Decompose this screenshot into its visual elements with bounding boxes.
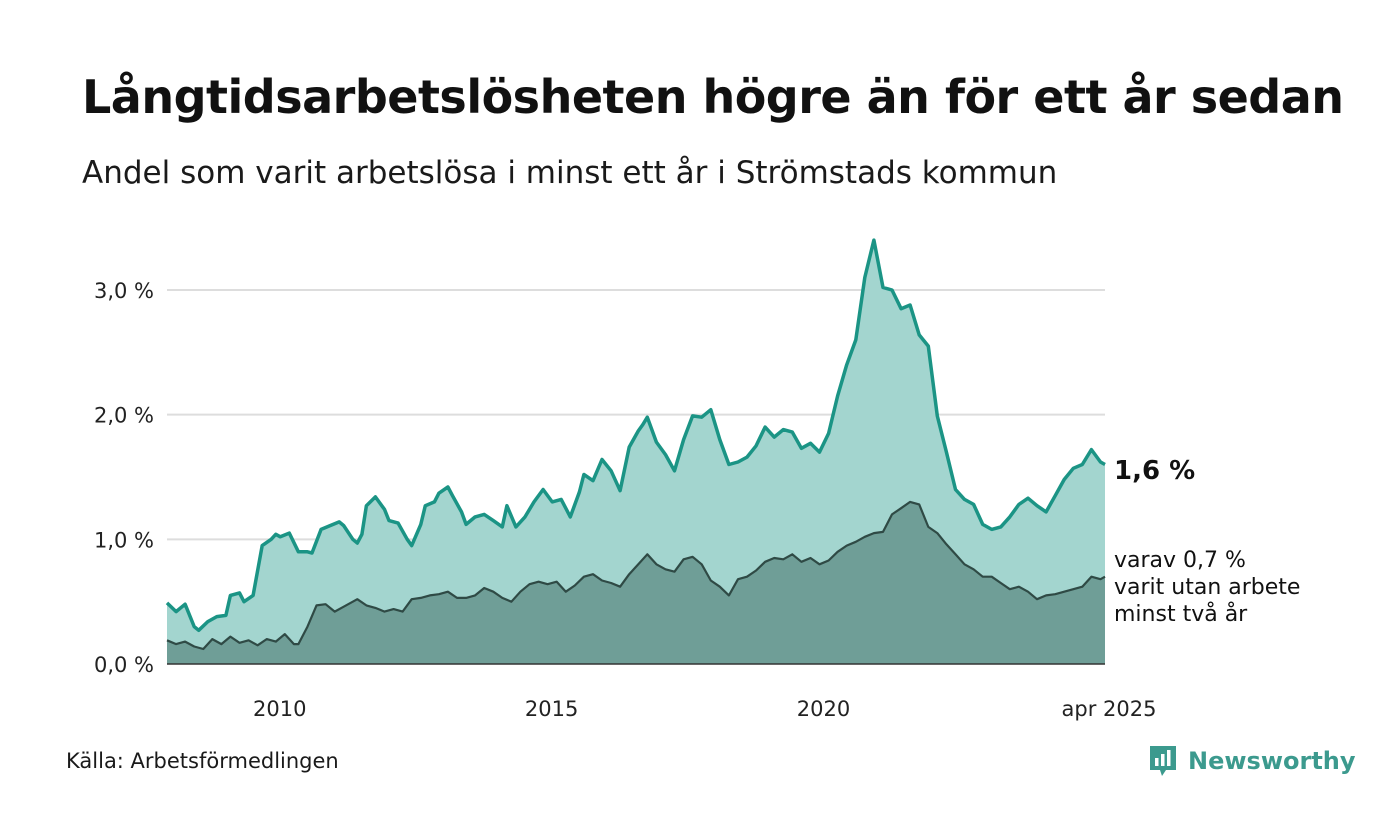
source-note: Källa: Arbetsförmedlingen — [66, 749, 339, 773]
chart-title: Långtidsarbetslösheten högre än för ett … — [82, 70, 1344, 124]
annotation-line-1: varav 0,7 % — [1114, 548, 1246, 573]
y-tick-label: 1,0 % — [94, 528, 154, 552]
y-tick-label: 3,0 % — [94, 279, 154, 303]
x-tick-label: 2020 — [797, 697, 850, 721]
x-axis-labels: 2010 2015 2020 apr 2025 — [253, 697, 1156, 721]
brand-logo: Newsworthy — [1148, 744, 1356, 778]
brand-name: Newsworthy — [1188, 747, 1356, 775]
y-axis-labels: 0,0 % 1,0 % 2,0 % 3,0 % — [94, 279, 154, 677]
x-tick-label: 2010 — [253, 697, 306, 721]
y-tick-label: 0,0 % — [94, 653, 154, 677]
annotation-line-3: minst två år — [1114, 601, 1248, 627]
two-year-line — [166, 500, 1106, 651]
x-tick-label: 2015 — [525, 697, 578, 721]
chart-subtitle: Andel som varit arbetslösa i minst ett å… — [82, 155, 1058, 191]
y-tick-label: 2,0 % — [94, 404, 154, 428]
two-year-area — [167, 501, 1105, 664]
x-tick-label: apr 2025 — [1062, 697, 1157, 721]
total-line — [165, 238, 1106, 633]
area-chart: 0,0 % 1,0 % 2,0 % 3,0 % 2010 2015 2020 apr 202… — [94, 238, 1300, 721]
end-value-label: 1,6 % — [1114, 456, 1195, 486]
newsworthy-icon — [1150, 746, 1176, 776]
annotation-line-2: varit utan arbete — [1114, 575, 1300, 600]
